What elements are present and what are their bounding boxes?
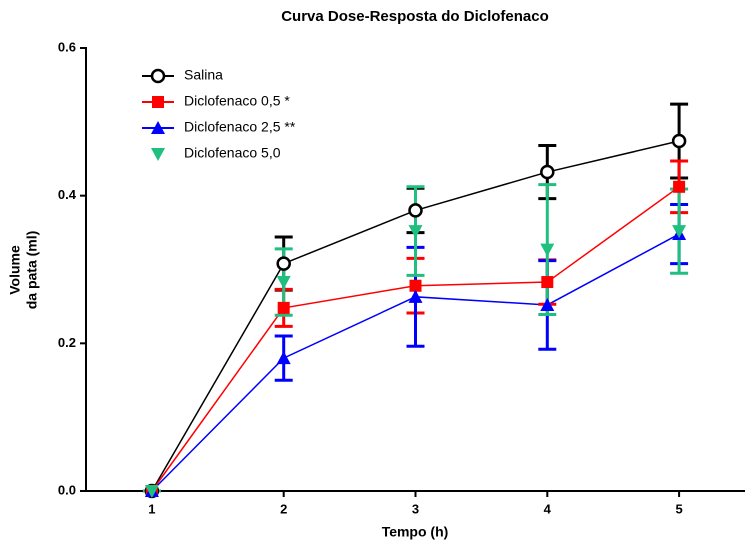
legend-label: Diclofenaco 5,0 [184, 145, 281, 161]
y-tick-label: 0.4 [58, 187, 77, 202]
x-tick-label: 4 [544, 501, 552, 516]
data-point [408, 225, 423, 239]
data-point [276, 256, 291, 271]
x-tick-label: 3 [412, 501, 419, 516]
data-point [540, 243, 555, 257]
legend-marker [151, 121, 165, 134]
y-axis-label-line: Volume [7, 245, 23, 295]
data-point [672, 225, 687, 239]
x-tick-label: 1 [148, 501, 155, 516]
data-point [276, 276, 291, 290]
data-point [409, 279, 422, 292]
data-point [277, 301, 290, 314]
data-point [540, 164, 555, 180]
legend-marker [151, 148, 165, 161]
chart-title: Curva Dose-Resposta do Diclofenaco [281, 8, 549, 25]
legend-label: Salina [184, 67, 223, 83]
legend-label: Diclofenaco 2,5 ** [184, 119, 296, 135]
data-point [144, 485, 159, 498]
y-tick-label: 0.6 [58, 39, 76, 54]
legend-label: Diclofenaco 0,5 * [184, 93, 290, 109]
y-tick-label: 0.0 [58, 482, 76, 497]
data-point [408, 289, 423, 303]
data-point [276, 351, 291, 365]
x-tick-label: 5 [675, 501, 682, 516]
x-tick-label: 2 [280, 501, 287, 516]
data-point [541, 276, 554, 289]
y-axis-label: Volume da pata (ml) [7, 231, 40, 310]
data-point [673, 180, 686, 193]
legend-marker [150, 68, 166, 84]
y-axis-label-line: da pata (ml) [24, 231, 40, 310]
legend-marker [152, 96, 164, 108]
legend: Salina Diclofenaco 0,5 * Diclofenaco 2,5 *… [142, 67, 296, 161]
data-point [540, 297, 555, 311]
y-tick-label: 0.2 [58, 335, 76, 350]
data-point [408, 203, 423, 218]
data-point [671, 133, 687, 149]
x-axis-label: Tempo (h) [382, 524, 449, 540]
